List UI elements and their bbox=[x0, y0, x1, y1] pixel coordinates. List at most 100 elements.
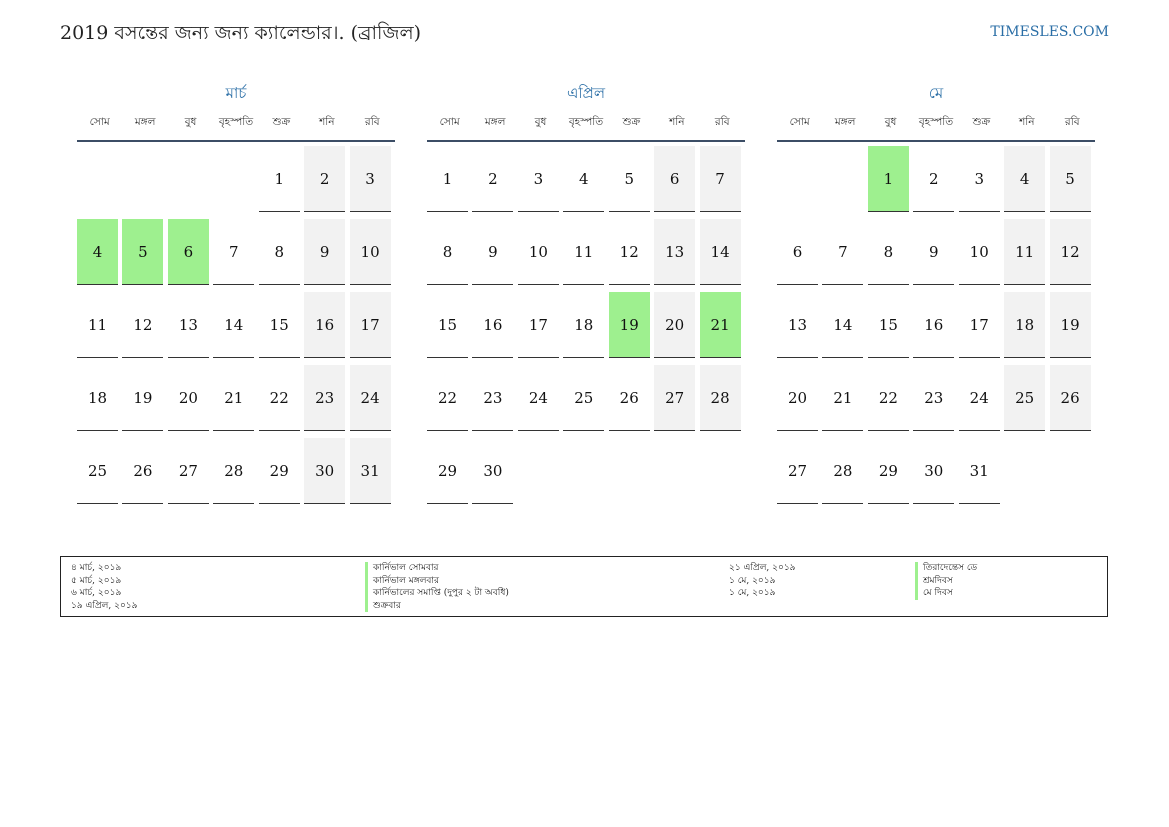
day-cell[interactable]: 15 bbox=[427, 292, 468, 358]
day-cell[interactable]: 2 bbox=[472, 146, 514, 212]
day-cell[interactable]: 8 bbox=[867, 219, 909, 285]
day-cell[interactable]: 8 bbox=[258, 219, 300, 285]
day-cell[interactable]: 5 bbox=[1049, 146, 1091, 212]
day-cell[interactable]: 12 bbox=[122, 292, 164, 358]
day-cell[interactable]: 1 bbox=[427, 146, 468, 212]
day-cell[interactable]: 22 bbox=[258, 365, 300, 431]
day-cell[interactable]: 14 bbox=[213, 292, 255, 358]
day-cell[interactable]: 19 bbox=[608, 292, 650, 358]
day-cell[interactable]: 28 bbox=[699, 365, 741, 431]
day-cell[interactable]: 17 bbox=[958, 292, 1000, 358]
day-cell[interactable]: 1 bbox=[258, 146, 300, 212]
day-cell[interactable]: 27 bbox=[777, 438, 818, 504]
day-cell[interactable]: 9 bbox=[913, 219, 955, 285]
day-cell[interactable]: 12 bbox=[608, 219, 650, 285]
day-cell[interactable]: 6 bbox=[167, 219, 209, 285]
day-cell[interactable]: 18 bbox=[563, 292, 605, 358]
day-grid: 1 2 3 4 5 6 7 8 9 10 11 12 13 14 15 16 17 18 19 20 21 22 23 24 2… bbox=[777, 142, 1095, 507]
day-cell[interactable]: 29 bbox=[258, 438, 300, 504]
day-cell[interactable]: 16 bbox=[472, 292, 514, 358]
day-cell[interactable]: 2 bbox=[913, 146, 955, 212]
day-cell[interactable]: 14 bbox=[699, 219, 741, 285]
day-cell[interactable]: 20 bbox=[654, 292, 696, 358]
day-cell[interactable]: 6 bbox=[777, 219, 818, 285]
legend-holiday-name: তিরাদেন্তেস ডে bbox=[915, 562, 977, 575]
day-cell[interactable]: 12 bbox=[1049, 219, 1091, 285]
day-cell[interactable]: 10 bbox=[349, 219, 391, 285]
day-cell[interactable]: 3 bbox=[349, 146, 391, 212]
day-cell[interactable]: 17 bbox=[349, 292, 391, 358]
day-cell[interactable]: 24 bbox=[958, 365, 1000, 431]
day-cell[interactable]: 6 bbox=[654, 146, 696, 212]
day-cell[interactable]: 11 bbox=[1004, 219, 1046, 285]
day-cell[interactable]: 7 bbox=[699, 146, 741, 212]
day-cell[interactable]: 8 bbox=[427, 219, 468, 285]
legend-date: ১ মে, ২০১৯ bbox=[729, 588, 776, 598]
day-cell[interactable]: 16 bbox=[304, 292, 346, 358]
day-cell[interactable]: 9 bbox=[304, 219, 346, 285]
day-cell[interactable]: 29 bbox=[867, 438, 909, 504]
day-cell[interactable]: 25 bbox=[1004, 365, 1046, 431]
day-cell[interactable]: 11 bbox=[77, 292, 118, 358]
day-cell[interactable]: 10 bbox=[958, 219, 1000, 285]
day-cell[interactable]: 1 bbox=[867, 146, 909, 212]
day-cell[interactable]: 10 bbox=[517, 219, 559, 285]
weekday-label: রবি bbox=[1064, 115, 1080, 128]
day-cell[interactable]: 21 bbox=[822, 365, 864, 431]
day-cell[interactable]: 28 bbox=[213, 438, 255, 504]
day-cell[interactable]: 5 bbox=[608, 146, 650, 212]
day-cell[interactable]: 31 bbox=[958, 438, 1000, 504]
day-cell[interactable]: 20 bbox=[167, 365, 209, 431]
month-0: মার্চ সোম মঙ্গল বুধ বৃহস্পতি শুক্র শনি রবি 1 2 3 4 5… bbox=[77, 84, 395, 507]
day-cell[interactable]: 30 bbox=[472, 438, 514, 504]
day-cell[interactable]: 23 bbox=[472, 365, 514, 431]
day-cell[interactable]: 24 bbox=[349, 365, 391, 431]
day-cell[interactable]: 13 bbox=[654, 219, 696, 285]
day-cell[interactable]: 19 bbox=[1049, 292, 1091, 358]
weekday-label: শনি bbox=[1019, 115, 1035, 128]
month-name: মার্চ bbox=[225, 84, 247, 102]
day-cell[interactable]: 17 bbox=[517, 292, 559, 358]
day-cell[interactable]: 26 bbox=[122, 438, 164, 504]
day-cell[interactable]: 30 bbox=[304, 438, 346, 504]
day-cell[interactable]: 24 bbox=[517, 365, 559, 431]
day-cell[interactable]: 4 bbox=[77, 219, 118, 285]
day-cell[interactable]: 9 bbox=[472, 219, 514, 285]
day-cell[interactable]: 18 bbox=[77, 365, 118, 431]
day-cell[interactable]: 3 bbox=[958, 146, 1000, 212]
day-cell[interactable]: 3 bbox=[517, 146, 559, 212]
day-cell[interactable]: 2 bbox=[304, 146, 346, 212]
day-cell[interactable]: 31 bbox=[349, 438, 391, 504]
day-cell[interactable]: 7 bbox=[822, 219, 864, 285]
day-cell[interactable]: 30 bbox=[913, 438, 955, 504]
day-cell[interactable]: 26 bbox=[608, 365, 650, 431]
day-cell[interactable]: 26 bbox=[1049, 365, 1091, 431]
day-cell[interactable]: 7 bbox=[213, 219, 255, 285]
day-cell[interactable]: 27 bbox=[654, 365, 696, 431]
day-cell[interactable]: 13 bbox=[777, 292, 818, 358]
day-cell[interactable]: 15 bbox=[258, 292, 300, 358]
day-cell[interactable]: 25 bbox=[563, 365, 605, 431]
day-cell[interactable]: 18 bbox=[1004, 292, 1046, 358]
day-cell[interactable]: 22 bbox=[427, 365, 468, 431]
day-cell[interactable]: 27 bbox=[167, 438, 209, 504]
day-cell[interactable]: 19 bbox=[122, 365, 164, 431]
day-cell[interactable]: 23 bbox=[304, 365, 346, 431]
day-cell[interactable]: 22 bbox=[867, 365, 909, 431]
day-cell[interactable]: 23 bbox=[913, 365, 955, 431]
day-cell[interactable]: 16 bbox=[913, 292, 955, 358]
day-cell[interactable]: 20 bbox=[777, 365, 818, 431]
day-cell[interactable]: 29 bbox=[427, 438, 468, 504]
day-cell[interactable]: 11 bbox=[563, 219, 605, 285]
day-cell[interactable]: 25 bbox=[77, 438, 118, 504]
day-cell[interactable]: 4 bbox=[1004, 146, 1046, 212]
site-link[interactable]: TIMESLES.COM bbox=[990, 24, 1109, 40]
day-cell[interactable]: 5 bbox=[122, 219, 164, 285]
day-cell[interactable]: 14 bbox=[822, 292, 864, 358]
day-cell[interactable]: 15 bbox=[867, 292, 909, 358]
day-cell[interactable]: 13 bbox=[167, 292, 209, 358]
day-cell[interactable]: 21 bbox=[699, 292, 741, 358]
day-cell[interactable]: 4 bbox=[563, 146, 605, 212]
day-cell[interactable]: 28 bbox=[822, 438, 864, 504]
day-cell[interactable]: 21 bbox=[213, 365, 255, 431]
